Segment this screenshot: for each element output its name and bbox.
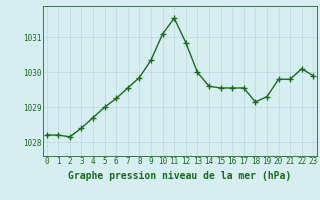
X-axis label: Graphe pression niveau de la mer (hPa): Graphe pression niveau de la mer (hPa): [68, 171, 292, 181]
